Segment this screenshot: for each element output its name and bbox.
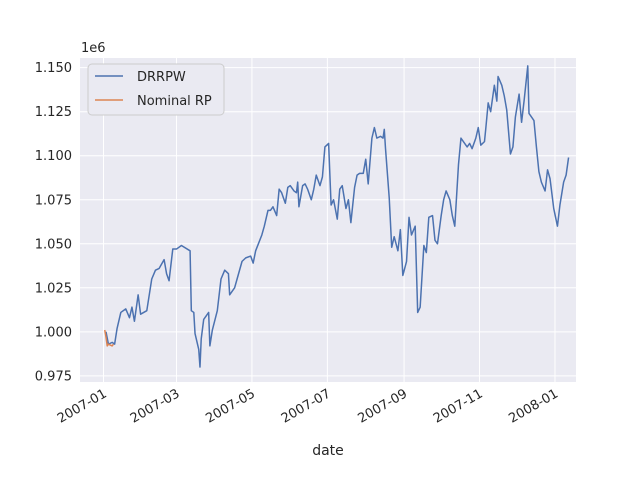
x-axis-label: date (312, 443, 344, 459)
legend: DRRPW Nominal RP (87, 63, 225, 116)
y-tick-label: 1.150 (35, 61, 72, 76)
y-tick-label: 0.975 (35, 369, 72, 384)
legend-label-nominal-rp: Nominal RP (137, 94, 212, 109)
series-line-drrpw (105, 65, 570, 368)
y-tick-label: 1.050 (35, 237, 72, 252)
y-tick-label: 1.075 (35, 193, 72, 208)
x-tick-label: 2007-01 (55, 386, 110, 426)
x-tick-labels: 2007-01 2007-03 2007-05 2007-07 2007-09 2007-… (55, 386, 561, 426)
series-layer (104, 65, 570, 368)
y-tick-label: 1.025 (35, 281, 72, 296)
y-tick-labels: 0.975 1.000 1.025 1.050 1.075 1.100 1.125 1.150 (35, 61, 72, 384)
y-tick-label: 1.000 (35, 325, 72, 340)
y-offset-label: 1e6 (81, 41, 106, 56)
x-tick-label: 2007-09 (356, 386, 411, 426)
x-tick-label: 2007-05 (203, 386, 258, 426)
x-tick-label: 2008-01 (506, 386, 561, 426)
legend-label-drrpw: DRRPW (137, 70, 186, 85)
grid-lines (80, 58, 576, 382)
x-tick-label: 2007-11 (431, 386, 486, 426)
y-tick-label: 1.100 (35, 149, 72, 164)
x-tick-label: 2007-03 (128, 386, 183, 426)
series-line-nominal-rp (104, 329, 115, 347)
y-tick-label: 1.125 (35, 105, 72, 120)
x-tick-label: 2007-07 (279, 386, 334, 426)
